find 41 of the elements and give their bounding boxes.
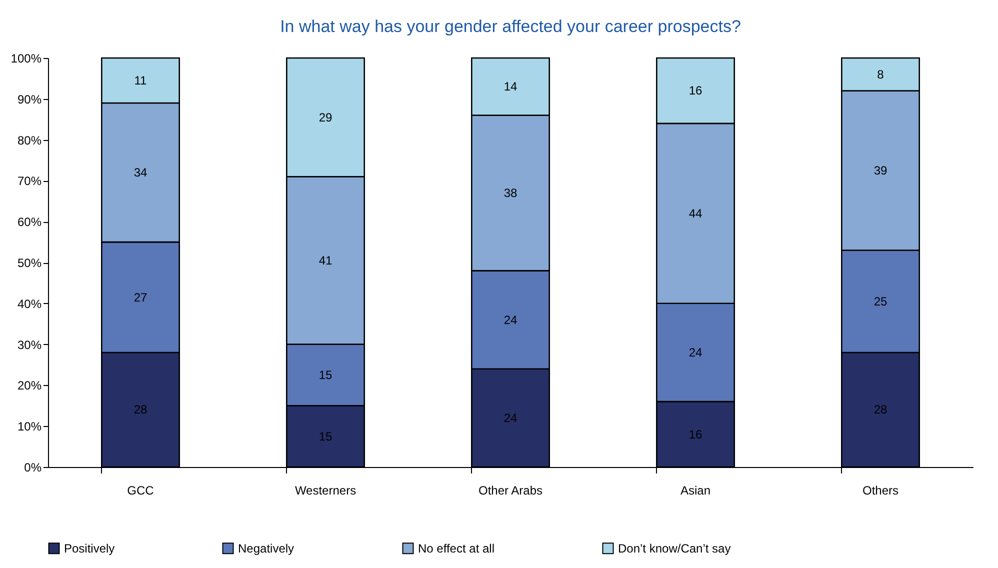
data-label: 34 <box>134 166 148 180</box>
data-label: 28 <box>134 402 148 417</box>
data-label: 24 <box>504 312 518 327</box>
x-tick-label: Others <box>862 484 899 498</box>
data-label: 16 <box>688 427 702 442</box>
y-tick-label: 80% <box>17 133 42 148</box>
y-tick-label: 60% <box>17 215 42 230</box>
legend-label: Don’t know/Can’t say <box>618 541 731 556</box>
y-tick-label: 50% <box>17 256 42 270</box>
data-label: 41 <box>318 253 332 268</box>
y-tick-label: 30% <box>17 338 42 352</box>
data-label: 44 <box>688 206 702 220</box>
y-tick-label: 10% <box>17 420 42 434</box>
y-tick-label: 90% <box>17 92 42 106</box>
y-tick-label: 40% <box>17 296 42 311</box>
data-label: 25 <box>874 294 888 308</box>
data-label: 38 <box>504 186 518 200</box>
y-tick-label: 20% <box>17 378 42 393</box>
data-label: 8 <box>877 67 884 82</box>
legend-label: No effect at all <box>418 541 494 556</box>
x-tick-label: Westerners <box>294 484 356 498</box>
data-label: 24 <box>688 345 702 360</box>
data-label: 29 <box>318 110 332 124</box>
data-label: 39 <box>874 163 888 178</box>
y-tick-label: 70% <box>17 174 42 188</box>
data-label: 11 <box>134 73 148 88</box>
data-label: 14 <box>504 80 518 94</box>
chart-title: In what way has your gender affected your career prospects? <box>280 17 741 36</box>
data-label: 27 <box>134 290 148 304</box>
legend-label: Negatively <box>238 541 294 556</box>
x-tick-label: GCC <box>127 484 154 498</box>
data-label: 15 <box>318 368 332 382</box>
data-label: 28 <box>874 402 888 417</box>
x-tick-label: Asian <box>680 484 711 498</box>
data-label: 16 <box>688 84 702 98</box>
x-tick-label: Other Arabs <box>478 484 543 498</box>
legend-label: Positively <box>64 541 115 556</box>
y-tick-label: 100% <box>10 52 42 66</box>
data-label: 15 <box>318 429 332 444</box>
y-tick-label: 0% <box>24 460 42 474</box>
data-label: 24 <box>504 410 518 425</box>
